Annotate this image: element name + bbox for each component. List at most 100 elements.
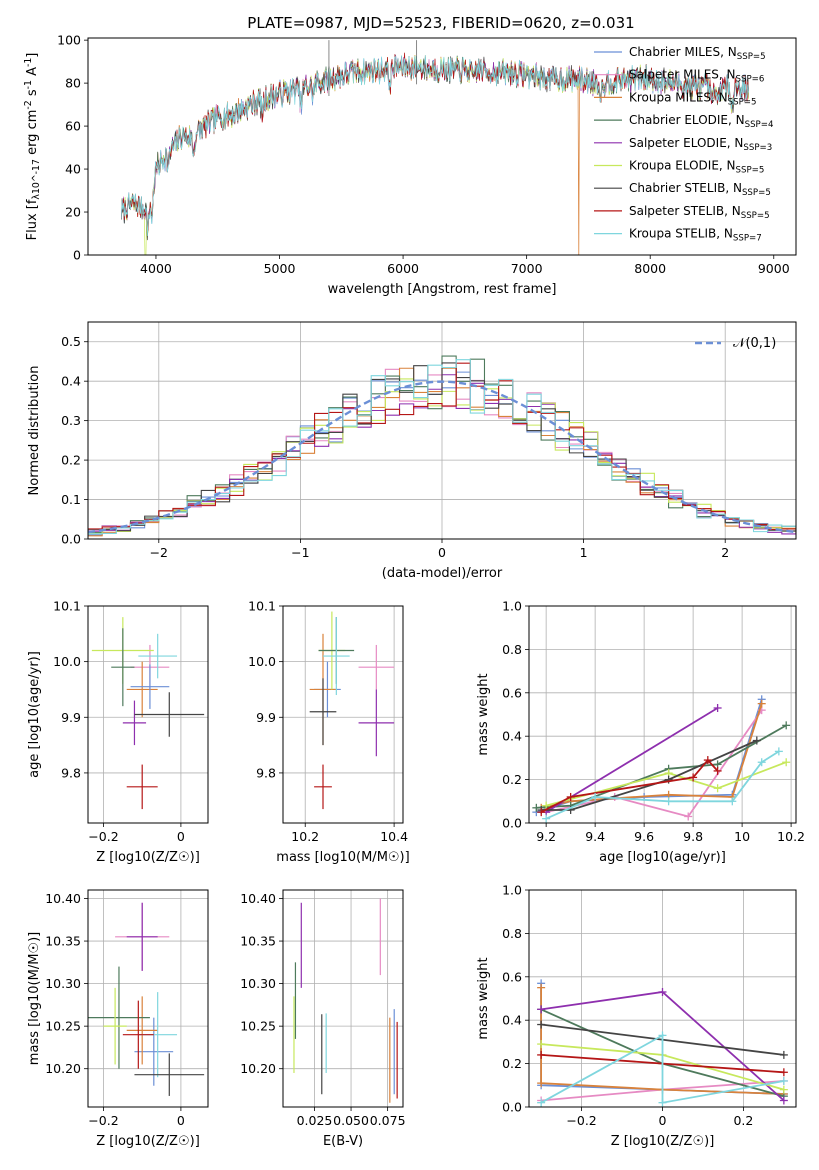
x-tick-label: 10.2: [777, 829, 805, 844]
errorbar-point: [309, 678, 337, 746]
errorbar-point: [323, 617, 350, 696]
y-tick-label: 80: [65, 76, 81, 91]
weight-line-salpeter-elodie: [545, 707, 719, 813]
y-tick-label: 10.1: [53, 599, 81, 614]
x-tick-label: 8000: [634, 261, 666, 276]
errorbar-point: [138, 633, 178, 679]
legend-label: Chabrier ELODIE, NSSP=4​: [629, 113, 773, 130]
errorbar-point: [126, 764, 158, 810]
y-tick-label: 10.25: [240, 1019, 276, 1034]
y-axis-label: mass [log10(M/M☉)]: [27, 932, 42, 1065]
axes-frame: [282, 605, 404, 824]
x-tick-label: 0.2: [733, 1113, 753, 1128]
legend-label: Salpeter MILES, NSSP=6​: [629, 68, 764, 85]
chart-mass-vs-z: −0.2 0 10.20 10.25 10.30 10.35 10.40 Z [log10(Z…: [27, 889, 209, 1149]
y-tick-label: 0.1: [61, 492, 81, 507]
errorbar-point: [126, 902, 158, 971]
legend-label: Chabrier STELIB, NSSP=5​: [629, 181, 771, 198]
x-tick-label: 9.6: [634, 829, 654, 844]
errorbar-point: [134, 692, 205, 737]
x-axis-label: Z [log10(Z/Z☉)]: [96, 1134, 200, 1149]
weight-line-salpeter-miles: [545, 709, 763, 818]
x-tick-label: 10: [734, 829, 750, 844]
axes-frame: [528, 605, 797, 824]
errorbar-point: [103, 987, 127, 1065]
y-tick-label: 1.0: [502, 883, 522, 898]
y-tick-label: 0.8: [502, 642, 522, 657]
errorbar-point: [126, 996, 158, 1065]
x-axis-label: E(B-V): [323, 1134, 363, 1149]
y-tick-label: 20: [65, 205, 81, 220]
x-tick-label: −1: [291, 545, 309, 560]
x-axis-label: Z [log10(Z/Z☉)]: [611, 1134, 715, 1149]
x-tick-label: −2: [150, 545, 168, 560]
y-axis-label: age [log10(age/yr)]: [27, 651, 42, 778]
axes-frame: [87, 605, 209, 824]
x-tick-label: 4000: [140, 261, 172, 276]
x-tick-label: 9.2: [536, 829, 556, 844]
figure-title: PLATE=0987, MJD=52523, FIBERID=0620, z=0…: [247, 14, 634, 32]
legend: Chabrier MILES, NSSP=5​ Salpeter MILES, N…: [594, 45, 773, 244]
axes-frame: [87, 889, 209, 1108]
axes-frame: [528, 889, 797, 1108]
x-tick-label: 0: [438, 545, 446, 560]
y-tick-label: 0.2: [502, 1056, 522, 1071]
y-tick-label: 10.40: [45, 891, 81, 906]
y-tick-label: 0: [73, 248, 81, 263]
errorbar-point: [126, 661, 158, 718]
y-tick-label: 10.40: [240, 891, 276, 906]
y-tick-label: 10.35: [45, 934, 81, 949]
x-tick-label: 6000: [387, 261, 419, 276]
y-tick-label: 40: [65, 162, 81, 177]
y-axis-label: mass weight: [476, 673, 491, 755]
y-tick-label: 9.9: [256, 710, 276, 725]
errorbar-point: [122, 700, 147, 746]
chart-mass-vs-ebv: 0.025 0.050 0.075 10.20 10.25 10.30 10.35 10.40…: [240, 889, 406, 1149]
y-axis-label: mass weight: [476, 957, 491, 1039]
errorbar-point: [134, 1053, 205, 1096]
y-tick-label: 0.2: [502, 772, 522, 787]
y-tick-label: 9.8: [256, 765, 276, 780]
y-tick-label: 60: [65, 119, 81, 134]
histogram-salpeter-stelib: [88, 362, 796, 534]
y-tick-label: 10.30: [240, 976, 276, 991]
y-tick-label: 10.20: [45, 1061, 81, 1076]
errorbar-point: [314, 764, 332, 810]
legend-label: Kroupa MILES, NSSP=5​: [629, 90, 757, 107]
x-axis-label: age [log10(age/yr)]: [599, 850, 726, 865]
chart-age-vs-mass: 10.2 10.4 9.8 9.9 10.0 10.1 mass [log10(M/M☉)]: [248, 599, 410, 866]
y-tick-label: 9.8: [61, 765, 81, 780]
x-tick-label: 9000: [758, 261, 790, 276]
y-tick-label: 0.2: [61, 453, 81, 468]
x-tick-label: 10.4: [380, 829, 408, 844]
y-tick-label: 0.0: [502, 1100, 522, 1115]
y-tick-label: 10.35: [240, 934, 276, 949]
errorbar-point: [111, 628, 135, 707]
x-tick-label: −0.2: [88, 1113, 118, 1128]
legend-label: Salpeter STELIB, NSSP=5​: [629, 204, 770, 221]
y-axis-label: Normed distribution: [27, 366, 42, 496]
chart-residuals: −2 −1 0 1 2 0.0 0.1 0.2 0.3 0.4 0.5 (data-model)/er…: [27, 321, 797, 581]
normal-reference-curve: [87, 380, 797, 534]
errorbar-point: [358, 689, 395, 757]
legend-label: 𝒩(0,1): [733, 336, 776, 351]
weight-line-chabrier-stelib: [541, 739, 758, 811]
x-axis-label: mass [log10(M/M☉)]: [276, 850, 409, 865]
y-tick-label: 10.1: [248, 599, 276, 614]
y-tick-label: 0.0: [61, 532, 81, 547]
chart-weight-vs-z: −0.2 0 0.2 0.0 0.2 0.4 0.6 0.8 1.0 Z [log10(Z/Z☉)…: [476, 883, 797, 1149]
y-tick-label: 9.9: [61, 710, 81, 725]
x-tick-label: 0: [659, 1113, 667, 1128]
y-tick-label: 1.0: [502, 599, 522, 614]
legend-label: Kroupa ELODIE, NSSP=5​: [629, 159, 764, 176]
chart-weight-vs-age: 9.2 9.4 9.6 9.8 10 10.2 0.0 0.2 0.4 0.6 0.8 1.0 age …: [476, 599, 805, 866]
x-tick-label: 0.025: [297, 1113, 333, 1128]
weight-line-kroupa-stelib: [545, 750, 780, 820]
x-tick-label: 0: [177, 1113, 185, 1128]
axes-frame: [87, 37, 797, 256]
x-tick-label: 0.050: [333, 1113, 369, 1128]
y-tick-label: 10.30: [45, 976, 81, 991]
x-tick-label: 7000: [511, 261, 543, 276]
weight-line-salpeter-stelib: [540, 758, 719, 813]
